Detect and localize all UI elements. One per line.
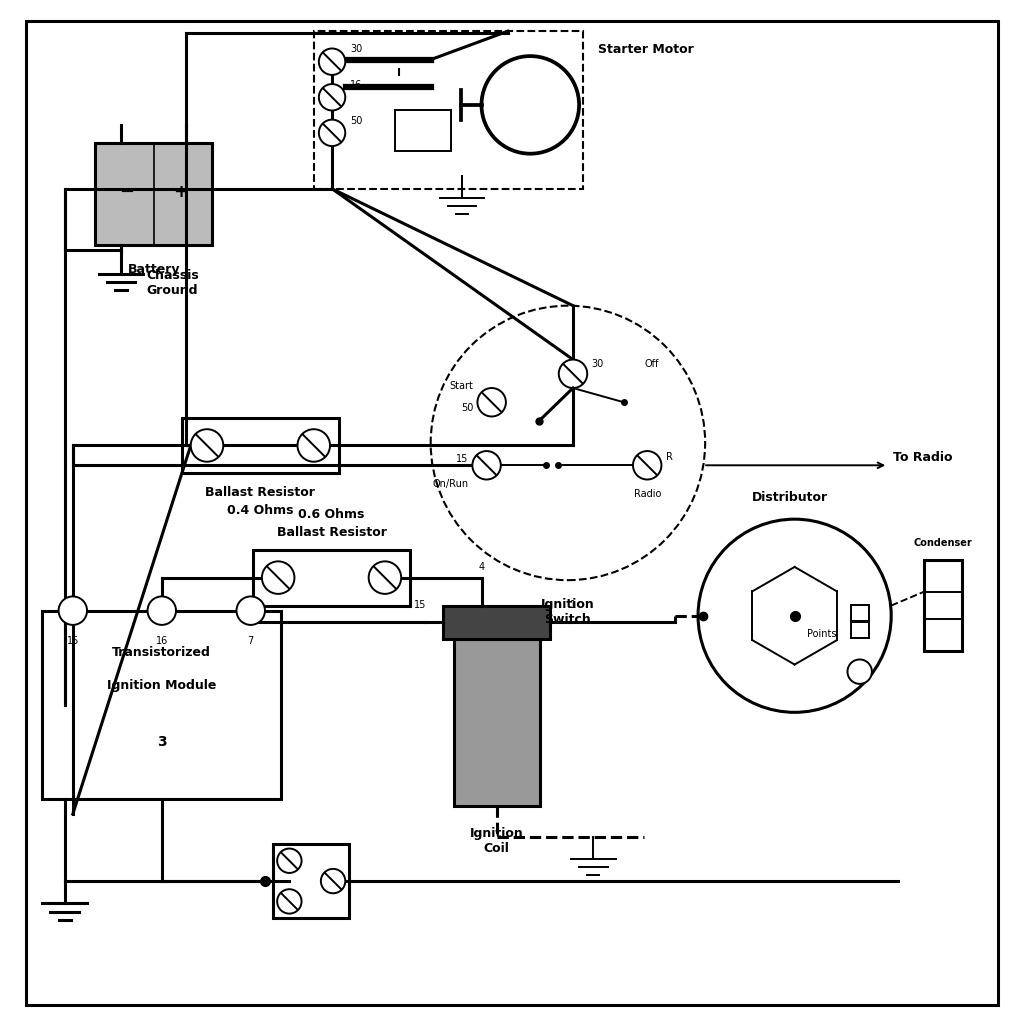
Text: −: − — [119, 183, 134, 201]
Text: To Radio: To Radio — [893, 451, 952, 463]
Text: Ballast Resistor: Ballast Resistor — [206, 486, 315, 499]
Circle shape — [190, 430, 223, 462]
Text: 0.6 Ohms: 0.6 Ohms — [298, 508, 365, 521]
Bar — [95, 143, 212, 244]
Text: Distributor: Distributor — [752, 491, 827, 504]
Bar — [42, 611, 282, 799]
Text: 16: 16 — [156, 636, 168, 646]
Text: Transistorized: Transistorized — [113, 645, 211, 659]
Text: 15: 15 — [456, 454, 468, 464]
Text: Start: Start — [450, 381, 473, 391]
Circle shape — [237, 597, 265, 625]
Text: Ballast Resistor: Ballast Resistor — [276, 526, 386, 540]
Text: Starter Motor: Starter Motor — [598, 43, 694, 56]
Bar — [181, 417, 339, 473]
Circle shape — [848, 660, 871, 684]
Circle shape — [698, 519, 891, 713]
Bar — [313, 32, 583, 188]
Text: 30: 30 — [350, 45, 362, 55]
Text: 15: 15 — [67, 636, 79, 646]
Text: 16: 16 — [350, 80, 362, 90]
Circle shape — [318, 84, 345, 111]
Text: 4: 4 — [478, 562, 484, 571]
Circle shape — [147, 597, 176, 625]
Text: 50: 50 — [350, 116, 362, 125]
Text: Ignition Module: Ignition Module — [108, 679, 216, 692]
Bar — [924, 560, 963, 652]
Circle shape — [278, 889, 301, 913]
Circle shape — [318, 120, 345, 146]
Bar — [454, 638, 540, 806]
Text: Points: Points — [807, 629, 837, 639]
Text: 3: 3 — [157, 735, 167, 749]
Text: 0.4 Ohms: 0.4 Ohms — [227, 504, 294, 517]
Text: Ignition
Coil: Ignition Coil — [470, 827, 523, 855]
Circle shape — [633, 451, 662, 479]
Bar — [395, 111, 451, 151]
Text: 15: 15 — [414, 601, 426, 610]
Text: Chassis
Ground: Chassis Ground — [146, 269, 199, 297]
Bar — [851, 605, 868, 621]
Circle shape — [472, 451, 501, 479]
Bar — [851, 622, 868, 638]
Text: 50: 50 — [461, 403, 473, 413]
Text: +: + — [173, 183, 188, 201]
Circle shape — [278, 849, 301, 873]
Text: Battery: Battery — [127, 263, 180, 276]
Circle shape — [298, 430, 330, 462]
Circle shape — [369, 561, 401, 593]
Text: Ignition
Switch: Ignition Switch — [541, 599, 595, 626]
Bar — [253, 550, 411, 606]
Circle shape — [58, 597, 87, 625]
Text: R: R — [666, 452, 673, 462]
Circle shape — [559, 359, 587, 388]
Circle shape — [477, 388, 506, 416]
Text: 30: 30 — [591, 358, 603, 369]
Bar — [443, 606, 550, 638]
Text: 7: 7 — [248, 636, 254, 646]
Text: Off: Off — [644, 358, 658, 369]
Text: On/Run: On/Run — [432, 478, 468, 489]
Text: Radio: Radio — [634, 489, 660, 499]
Bar — [273, 845, 349, 917]
Circle shape — [321, 869, 345, 893]
Circle shape — [318, 49, 345, 75]
Text: 1: 1 — [570, 601, 577, 610]
Text: I: I — [396, 68, 400, 78]
Circle shape — [262, 561, 295, 593]
Text: Condenser: Condenser — [913, 538, 973, 548]
